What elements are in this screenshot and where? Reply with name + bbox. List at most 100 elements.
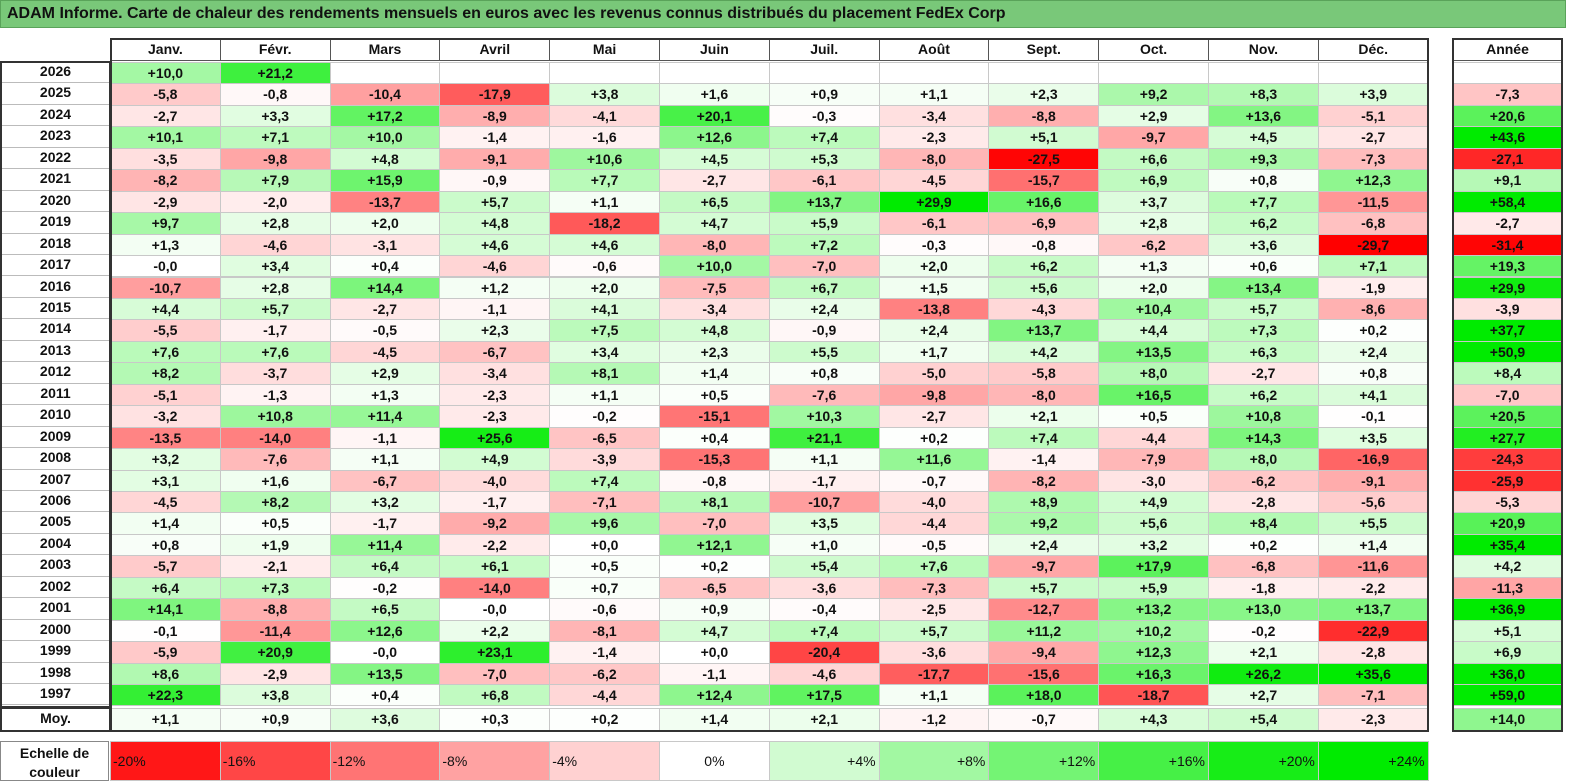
- heatmap-cell: -8,8: [988, 104, 1100, 128]
- month-header: Juil.: [768, 38, 880, 61]
- annual-cell: -24,3: [1452, 448, 1563, 471]
- heatmap-cell: +12,3: [1317, 169, 1429, 192]
- heatmap-cell: -11,5: [1317, 190, 1429, 214]
- color-scale-step: 0%: [659, 741, 770, 781]
- heatmap-cell: +2,0: [549, 276, 660, 299]
- heatmap-cell: +0,4: [659, 426, 770, 450]
- color-scale-step: +20%: [1208, 741, 1319, 781]
- heatmap-cell: -2,2: [1317, 576, 1429, 600]
- heatmap-cell: -3,4: [878, 104, 990, 128]
- heatmap-cell: -13,8: [878, 297, 990, 321]
- color-scale-step: -12%: [329, 741, 441, 781]
- average-cell: +5,4: [1208, 707, 1319, 731]
- heatmap-cell: +18,0: [988, 684, 1100, 707]
- year-label: 2002: [2, 577, 109, 599]
- heatmap-cell: +1,1: [549, 383, 660, 407]
- heatmap-cell: -0,9: [768, 319, 880, 342]
- heatmap-cell: +26,2: [1208, 662, 1319, 686]
- heatmap-cell: -2,1: [219, 555, 331, 578]
- year-label: 1997: [2, 684, 109, 706]
- heatmap-cell: +2,1: [1208, 641, 1319, 664]
- year-label: 2009: [2, 427, 109, 449]
- heatmap-cell: +3,8: [219, 684, 331, 707]
- month-header: Sept.: [988, 38, 1100, 61]
- heatmap-cell: +17,5: [768, 684, 880, 707]
- annual-cell: [1452, 62, 1563, 85]
- heatmap-cell: +7,6: [219, 340, 331, 364]
- heatmap-cell: +2,4: [878, 319, 990, 342]
- heatmap-cell: -9,8: [878, 383, 990, 407]
- heatmap-cell: -4,5: [110, 491, 221, 514]
- heatmap-cell: -7,0: [659, 512, 770, 535]
- heatmap-cell: +1,4: [659, 362, 770, 385]
- heatmap-cell: -4,4: [1098, 426, 1209, 450]
- year-label: 2015: [2, 298, 109, 320]
- heatmap-cell: +2,1: [988, 405, 1100, 428]
- heatmap-cell: +6,9: [1098, 169, 1209, 192]
- heatmap-cell: +7,7: [549, 169, 660, 192]
- heatmap-cell: +0,9: [768, 83, 880, 106]
- heatmap-cell: +8,6: [110, 662, 221, 686]
- heatmap-cell: -10,7: [110, 276, 221, 299]
- annual-cell: -27,1: [1452, 147, 1563, 171]
- heatmap-cell: +21,2: [219, 62, 331, 85]
- heatmap-cell: -2,7: [878, 405, 990, 428]
- heatmap-cell: +5,9: [768, 212, 880, 235]
- heatmap-cell: +0,2: [1208, 533, 1319, 557]
- annual-cell: -3,9: [1452, 297, 1563, 321]
- heatmap-cell: +1,3: [110, 233, 221, 257]
- heatmap-cell: -18,7: [1098, 684, 1209, 707]
- year-label: 2010: [2, 405, 109, 427]
- heatmap-cell: -3,6: [768, 576, 880, 600]
- heatmap-cell: +0,6: [1208, 255, 1319, 278]
- heatmap-cell: -16,9: [1317, 448, 1429, 471]
- heatmap-cell: +3,6: [1208, 233, 1319, 257]
- month-header: Janv.: [110, 38, 221, 61]
- annual-cell: +37,7: [1452, 319, 1563, 342]
- heatmap-cell: +4,2: [988, 340, 1100, 364]
- heatmap-cell: +17,9: [1098, 555, 1209, 578]
- year-label: 2006: [2, 491, 109, 513]
- heatmap-cell: +5,6: [988, 276, 1100, 299]
- year-label: 2004: [2, 534, 109, 556]
- heatmap-cell: -1,6: [549, 126, 660, 149]
- month-header: Déc.: [1317, 38, 1429, 61]
- heatmap-cell: -4,5: [329, 340, 441, 364]
- annual-cell: -11,3: [1452, 576, 1563, 600]
- heatmap-cell: +0,5: [549, 555, 660, 578]
- heatmap-cell: -7,0: [439, 662, 551, 686]
- heatmap-cell: +20,9: [219, 641, 331, 664]
- heatmap-cell: +6,2: [988, 255, 1100, 278]
- heatmap-cell: -2,9: [110, 190, 221, 214]
- heatmap-cell: -14,0: [439, 576, 551, 600]
- month-header: Août: [878, 38, 990, 61]
- heatmap-cell: +13,6: [1208, 104, 1319, 128]
- heatmap-cell: -3,2: [110, 405, 221, 428]
- heatmap-cell: -5,0: [878, 362, 990, 385]
- heatmap-cell: +6,4: [110, 576, 221, 600]
- heatmap-cell: -8,1: [549, 619, 660, 643]
- heatmap-cell: +0,8: [110, 533, 221, 557]
- color-scale-step: -4%: [549, 741, 660, 781]
- year-label: 2018: [2, 234, 109, 256]
- year-label: 2014: [2, 319, 109, 341]
- heatmap-cell: +9,2: [988, 512, 1100, 535]
- heatmap-cell: -8,0: [988, 383, 1100, 407]
- heatmap-cell: -6,8: [1208, 555, 1319, 578]
- heatmap-cell: -2,3: [439, 383, 551, 407]
- heatmap-cell: -6,5: [549, 426, 660, 450]
- heatmap-cell: +29,9: [878, 190, 990, 214]
- heatmap-cell: +8,0: [1098, 362, 1209, 385]
- annual-cell: +6,9: [1452, 641, 1563, 664]
- heatmap-cell: +8,3: [1208, 83, 1319, 106]
- heatmap-cell: +0,0: [549, 533, 660, 557]
- heatmap-cell: +6,2: [1208, 383, 1319, 407]
- year-label: 2000: [2, 620, 109, 642]
- year-label: 2025: [2, 83, 109, 105]
- annual-cell: -25,9: [1452, 469, 1563, 492]
- heatmap-cell: +3,4: [549, 340, 660, 364]
- heatmap-cell: +8,0: [1208, 448, 1319, 471]
- heatmap-cell: +0,5: [659, 383, 770, 407]
- heatmap-cell: -2,2: [439, 533, 551, 557]
- heatmap-cell: +1,1: [878, 684, 990, 707]
